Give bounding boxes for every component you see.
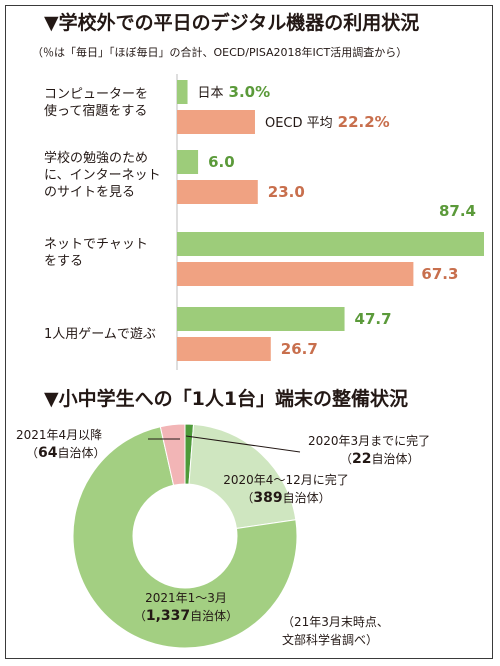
bar-oecd-2 [177,180,258,204]
pie-2021-01-03-count: （1,337自治体） [134,608,238,624]
bar-oecd-3 [177,262,414,286]
category-label-2-line-2: に、インターネット [44,168,161,183]
series-name-japan: 日本 [198,86,224,101]
value-label-japan-2: 6.0 [208,153,235,171]
leader-line-2020-03 [185,435,301,453]
category-label-4-line-1: 1人用ゲームで遊ぶ [44,327,156,342]
value-label-oecd-4: 26.7 [281,340,318,358]
pie-2021-04-later-count: （64自治体） [26,445,106,461]
pie-2020-04-12-label: 2020年4〜12月に完了 [223,472,348,487]
category-label-1-line-2: 使って宿題をする [44,103,147,119]
source-note-line-1: （21年3月末時点、 [282,615,389,629]
value-label-oecd-3: 67.3 [421,265,458,283]
pie-chart-title: ▼小中学生への「1人1台」端末の整備状況 [44,387,408,410]
value-label-japan-3: 87.4 [439,202,476,220]
value-label-oecd-1: 22.2% [338,113,390,131]
bar-japan-1 [177,80,188,104]
category-label-3-line-2: をする [44,254,83,269]
bar-japan-3 [177,232,484,256]
bar-layer: コンピューターを使って宿題をする学校の勉強のために、インターネットのサイトを見る… [44,80,484,361]
bar-japan-4 [177,307,345,331]
pie-2020-03-label: 2020年3月までに完了 [308,433,430,448]
bar-chart-title: ▼学校外での平日のデジタル機器の利用状況 [44,11,419,34]
pie-labels: 2020年3月までに完了 （22自治体） 2020年4〜12月に完了 （389自治体）… [16,428,430,647]
category-label-2-line-3: のサイトを見る [44,185,135,200]
pie-2021-04-later-label: 2021年4月以降 [16,428,102,442]
series-name-oecd: OECD 平均 [265,116,333,131]
bar-oecd-4 [177,337,271,361]
value-label-oecd-2: 23.0 [268,183,305,201]
figure-frame [5,5,493,659]
value-label-japan-4: 47.7 [355,310,392,328]
slice-2021-01-03 [72,426,298,649]
category-label-1-line-1: コンピューターを [44,87,148,102]
source-note-line-2: 文部科学省調べ） [282,632,378,647]
category-label-3-line-1: ネットでチャット [44,237,148,252]
pie-2020-04-12-count: （389自治体） [241,490,330,506]
pie-2021-01-03-label: 2021年1〜3月 [145,591,227,605]
bar-japan-2 [177,150,199,174]
value-label-japan-1: 3.0% [229,83,271,101]
bar-oecd-1 [177,110,255,134]
pie-2020-03-count: （22自治体） [340,451,420,467]
category-label-2-line-1: 学校の勉強のため [44,150,148,166]
slice-2020-04-12 [188,423,297,530]
pie-layer [72,423,298,649]
bar-chart-subtitle: （％は「毎日」「ほぼ毎日」の合計、OECD/PISA2018年ICT活用調査から… [32,45,407,59]
